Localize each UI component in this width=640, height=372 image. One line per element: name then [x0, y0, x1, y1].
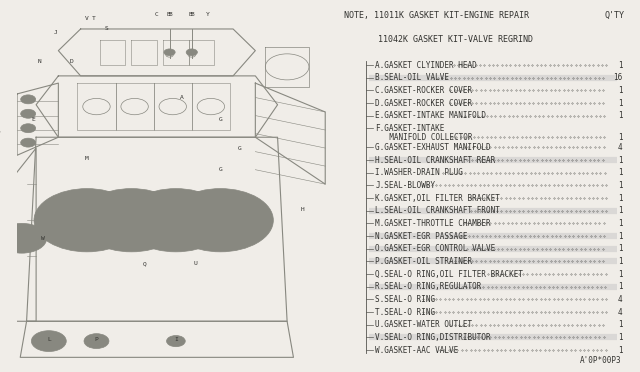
Text: 1: 1 — [618, 193, 623, 203]
Text: 1: 1 — [618, 231, 623, 241]
Text: B.SEAL-OIL VALVE: B.SEAL-OIL VALVE — [375, 73, 449, 82]
Text: U: U — [193, 261, 197, 266]
Circle shape — [34, 189, 140, 252]
Text: T: T — [92, 16, 95, 21]
Text: H.SEAL-OIL CRANKSHAFT REAR: H.SEAL-OIL CRANKSHAFT REAR — [375, 155, 495, 164]
Text: M: M — [85, 156, 89, 161]
Text: A.GASKET CLYINDER HEAD: A.GASKET CLYINDER HEAD — [375, 61, 477, 70]
Text: A: A — [180, 95, 184, 100]
Text: 11042K GASKET KIT-VALVE REGRIND: 11042K GASKET KIT-VALVE REGRIND — [378, 35, 533, 44]
Text: J.SEAL-BLOWBY: J.SEAL-BLOWBY — [375, 181, 435, 190]
Text: 1: 1 — [618, 320, 623, 329]
Text: 1: 1 — [618, 168, 623, 177]
Text: NOTE, 11011K GASKET KIT-ENGINE REPAIR: NOTE, 11011K GASKET KIT-ENGINE REPAIR — [344, 11, 529, 20]
Polygon shape — [265, 47, 309, 87]
Polygon shape — [17, 83, 58, 155]
Circle shape — [166, 336, 185, 347]
Polygon shape — [36, 76, 278, 137]
Text: 1: 1 — [618, 257, 623, 266]
Polygon shape — [58, 29, 255, 76]
Text: 1: 1 — [618, 133, 623, 142]
Text: 1: 1 — [618, 155, 623, 164]
Circle shape — [186, 49, 197, 55]
Text: N: N — [37, 59, 41, 64]
Polygon shape — [255, 83, 325, 184]
Circle shape — [168, 189, 273, 252]
Text: Q.SEAL-O RING,OIL FILTER BRACKET: Q.SEAL-O RING,OIL FILTER BRACKET — [375, 270, 524, 279]
Text: D.GASKET-ROCKER COVER: D.GASKET-ROCKER COVER — [375, 99, 472, 108]
Text: G: G — [218, 167, 222, 172]
Polygon shape — [20, 321, 294, 357]
Text: 1: 1 — [618, 111, 623, 120]
Text: 1: 1 — [618, 244, 623, 253]
Polygon shape — [8, 148, 36, 321]
Circle shape — [123, 189, 229, 252]
Text: C: C — [155, 12, 159, 17]
Text: S.SEAL-O RING: S.SEAL-O RING — [375, 295, 435, 304]
Text: E: E — [31, 117, 35, 122]
Text: 4: 4 — [618, 143, 623, 152]
Text: 1: 1 — [618, 346, 623, 355]
Text: L: L — [47, 337, 51, 342]
Text: V.SEAL-O RING,DISTRIBUTOR: V.SEAL-O RING,DISTRIBUTOR — [375, 333, 491, 342]
Text: 1: 1 — [618, 86, 623, 95]
Text: J: J — [53, 30, 57, 35]
Text: W.GASKET-AAC VALVE: W.GASKET-AAC VALVE — [375, 346, 458, 355]
Text: P: P — [95, 337, 99, 342]
Text: 1: 1 — [618, 270, 623, 279]
Text: Q: Q — [142, 261, 146, 266]
Text: I: I — [174, 337, 178, 342]
Text: 1: 1 — [618, 333, 623, 342]
Circle shape — [20, 138, 36, 147]
Text: MANIFOLD COLLECTOR: MANIFOLD COLLECTOR — [380, 133, 473, 142]
Text: 1: 1 — [618, 181, 623, 190]
Text: R.SEAL-O RING,REGULATOR: R.SEAL-O RING,REGULATOR — [375, 282, 482, 291]
Text: A'0P*00P3: A'0P*00P3 — [580, 356, 621, 365]
Text: 16: 16 — [613, 73, 623, 82]
Text: W: W — [40, 236, 44, 241]
Circle shape — [84, 334, 109, 349]
Text: M.GASKET-THROTTLE CHAMBER: M.GASKET-THROTTLE CHAMBER — [375, 219, 491, 228]
Text: Y: Y — [206, 12, 209, 17]
Text: C.GASKET-ROCKER COVER: C.GASKET-ROCKER COVER — [375, 86, 472, 95]
Circle shape — [20, 124, 36, 133]
Circle shape — [20, 109, 36, 118]
Text: K.GASKET,OIL FILTER BRACKET: K.GASKET,OIL FILTER BRACKET — [375, 193, 500, 203]
Circle shape — [79, 189, 184, 252]
Text: H: H — [301, 207, 305, 212]
Text: Q'TY: Q'TY — [604, 11, 625, 20]
Text: 1: 1 — [618, 99, 623, 108]
Text: 1: 1 — [618, 219, 623, 228]
Text: I.WASHER-DRAIN PLUG: I.WASHER-DRAIN PLUG — [375, 168, 463, 177]
Text: BB: BB — [189, 12, 195, 17]
Circle shape — [31, 331, 67, 352]
Text: 4: 4 — [618, 295, 623, 304]
Text: G: G — [237, 145, 241, 151]
Text: 1: 1 — [618, 206, 623, 215]
Polygon shape — [27, 137, 287, 321]
Text: G.GASKET-EXHAUST MANIFOLD: G.GASKET-EXHAUST MANIFOLD — [375, 143, 491, 152]
Text: L.SEAL-OIL CRANKSHAFT FRONT: L.SEAL-OIL CRANKSHAFT FRONT — [375, 206, 500, 215]
Text: P.GASKET-OIL STRAINER: P.GASKET-OIL STRAINER — [375, 257, 472, 266]
Text: T.SEAL-O RING: T.SEAL-O RING — [375, 308, 435, 317]
Text: V: V — [85, 16, 89, 21]
Text: BB: BB — [166, 12, 173, 17]
Text: G: G — [218, 117, 222, 122]
Circle shape — [0, 223, 47, 253]
Text: F.GASKET-INTAKE: F.GASKET-INTAKE — [375, 124, 445, 133]
Text: D: D — [69, 59, 73, 64]
Circle shape — [20, 95, 36, 104]
Text: 1: 1 — [618, 282, 623, 291]
Text: U.GASKET-WATER OUTLET: U.GASKET-WATER OUTLET — [375, 320, 472, 329]
Text: S: S — [104, 26, 108, 32]
Circle shape — [164, 49, 175, 55]
Text: O.GASKET-EGR CONTROL VALVE: O.GASKET-EGR CONTROL VALVE — [375, 244, 495, 253]
Text: 4: 4 — [618, 308, 623, 317]
Text: 1: 1 — [618, 61, 623, 70]
Text: E.GASKET-INTAKE MANIFOLD: E.GASKET-INTAKE MANIFOLD — [375, 111, 486, 120]
Text: N.GASKET-EGR PASSAGE: N.GASKET-EGR PASSAGE — [375, 231, 468, 241]
